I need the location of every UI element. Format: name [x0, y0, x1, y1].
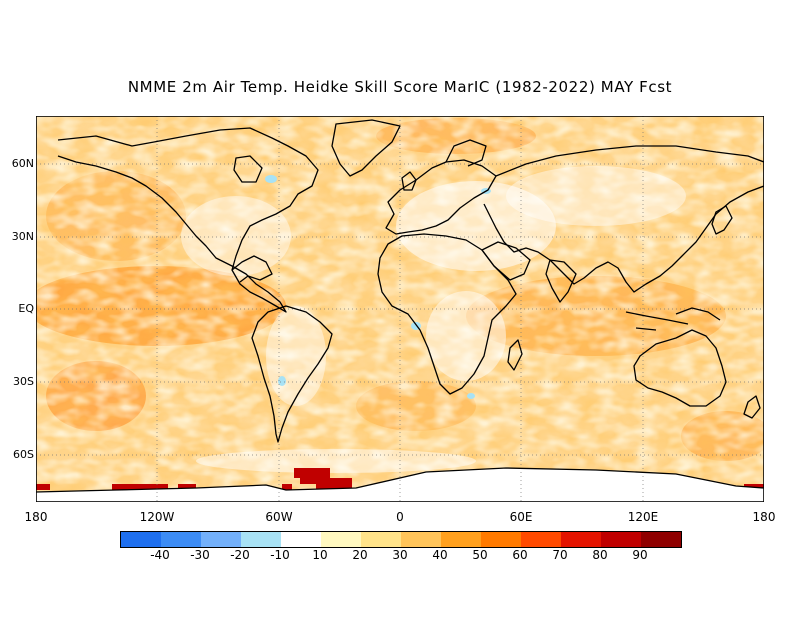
colorbar-tick-label: 90 — [632, 548, 648, 562]
lon-label-0: 0 — [396, 510, 404, 524]
colorbar-swatch — [361, 532, 401, 547]
coastline-india — [545, 259, 577, 303]
coastline-indonesia — [625, 307, 721, 331]
lon-label-180w: 180 — [24, 510, 48, 524]
coastline-new-zealand — [743, 395, 761, 419]
colorbar-tick-label: 60 — [512, 548, 528, 562]
colorbar-tick-label: 70 — [552, 548, 568, 562]
colorbar-tick-label: -10 — [270, 548, 290, 562]
negative-skill-patch — [278, 376, 286, 386]
coastline-scandinavia — [445, 139, 487, 167]
coastline-asia — [483, 145, 764, 293]
coastline-arabia — [481, 241, 531, 281]
negative-skill-patch — [265, 175, 277, 183]
colorbar-swatch — [281, 532, 321, 547]
lat-label-30s: 30S — [13, 375, 34, 388]
coastline-africa — [377, 233, 517, 395]
coastline-hudson-bay — [233, 155, 263, 183]
colorbar-tick-label: -30 — [190, 548, 210, 562]
colorbar-swatch — [161, 532, 201, 547]
colorbar-tick-label: 40 — [432, 548, 448, 562]
coastline-japan — [711, 205, 733, 235]
colorbar-tick-label: 20 — [352, 548, 368, 562]
lon-label-120e: 120E — [627, 510, 659, 524]
coastline-south-america — [251, 305, 333, 443]
colorbar-swatch — [201, 532, 241, 547]
lon-label-60w: 60W — [265, 510, 293, 524]
lon-label-60e: 60E — [509, 510, 533, 524]
lat-label-30n: 30N — [11, 230, 34, 243]
colorbar-tick-label: 80 — [592, 548, 608, 562]
colorbar-tick-label: 50 — [472, 548, 488, 562]
low-skill-southern-ocean — [196, 449, 476, 473]
colorbar-swatch — [441, 532, 481, 547]
colorbar-tick-label: -40 — [150, 548, 170, 562]
low-skill-south-america — [266, 306, 326, 406]
colorbar — [120, 531, 682, 548]
colorbar-swatch — [521, 532, 561, 547]
coastline-madagascar — [507, 339, 523, 371]
colorbar-swatch — [481, 532, 521, 547]
colorbar-swatch — [241, 532, 281, 547]
low-skill-africa — [426, 291, 506, 381]
lon-label-120w: 120W — [139, 510, 175, 524]
lat-label-eq: EQ — [18, 302, 34, 315]
colorbar-swatch — [401, 532, 441, 547]
colorbar-swatch — [561, 532, 601, 547]
colorbar-swatch — [321, 532, 361, 547]
low-skill-north-america — [181, 196, 291, 276]
negative-skill-patch — [467, 393, 475, 399]
colorbar-swatch — [601, 532, 641, 547]
coastline-gulf-of-mexico — [231, 255, 273, 283]
coastlines — [36, 119, 764, 493]
map-panel — [36, 116, 764, 502]
skill-score-map — [36, 116, 764, 502]
colorbar-tick-label: 30 — [392, 548, 408, 562]
colorbar-tick-label: 10 — [312, 548, 328, 562]
lon-label-180e: 180 — [752, 510, 776, 524]
coastline-british-isles — [401, 171, 417, 191]
coastline-north-america — [57, 127, 319, 313]
lat-label-60n: 60N — [11, 157, 34, 170]
colorbar-swatch — [121, 532, 161, 547]
map-title: NMME 2m Air Temp. Heidke Skill Score Mar… — [127, 78, 673, 96]
colorbar-swatch — [641, 532, 681, 547]
coastline-australia — [633, 329, 727, 407]
lat-label-60s: 60S — [13, 448, 34, 461]
coastline-greenland — [331, 119, 401, 177]
low-skill-siberia — [506, 166, 686, 226]
colorbar-tick-label: -20 — [230, 548, 250, 562]
coastline-antarctica — [36, 467, 764, 493]
